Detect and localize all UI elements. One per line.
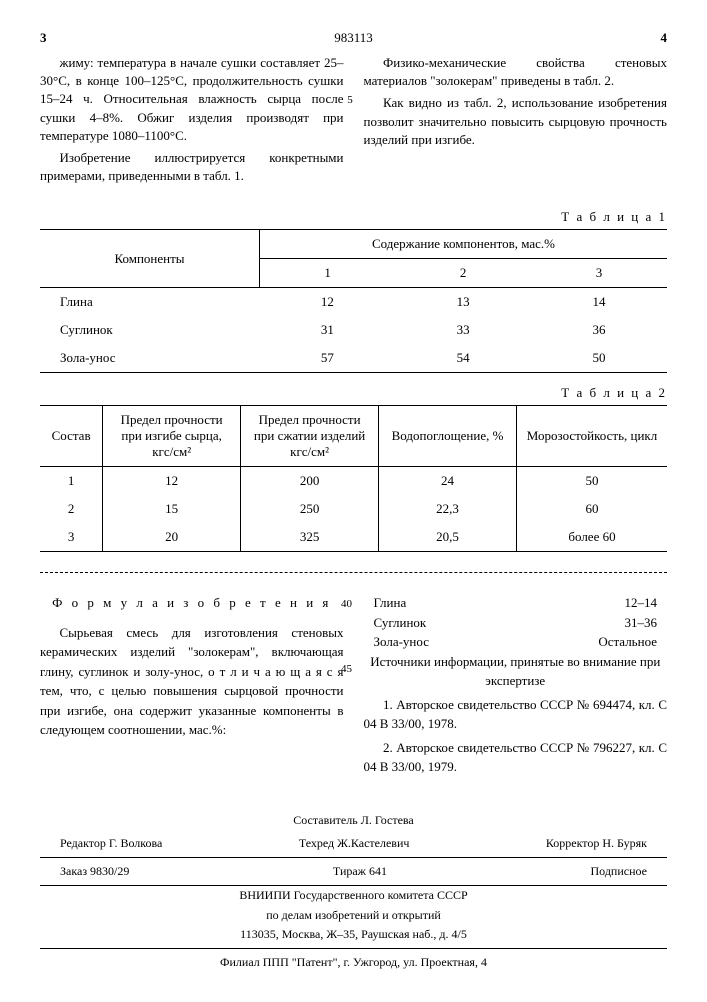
footer-editor: Редактор Г. Волкова bbox=[60, 834, 162, 853]
comp2-name: Зола-унос bbox=[374, 632, 429, 652]
t2-r0-2: 200 bbox=[241, 467, 379, 496]
header-row: 3 983113 4 bbox=[40, 30, 667, 46]
body-columns: жиму: температура в начале сушки составл… bbox=[40, 54, 667, 189]
comp0-val: 12–14 bbox=[625, 593, 658, 613]
document-number: 983113 bbox=[47, 30, 661, 46]
formula-left: Ф о р м у л а и з о б р е т е н и я Сырь… bbox=[40, 593, 344, 781]
sources-title: Источники информации, принятые во вниман… bbox=[364, 652, 668, 691]
formula-text: Сырьевая смесь для изготовления стеновых… bbox=[40, 623, 344, 740]
footer-block: Составитель Л. Гостева Редактор Г. Волко… bbox=[40, 811, 667, 972]
t2-h3: Водопоглощение, % bbox=[379, 406, 517, 467]
source2: 2. Авторское свидетельство СССР № 796227… bbox=[364, 738, 668, 777]
comp-row-2: Зола-унос Остальное bbox=[364, 632, 668, 652]
footer-corrector: Корректор Н. Буряк bbox=[546, 834, 647, 853]
t2-r1-2: 250 bbox=[241, 495, 379, 523]
comp0-name: Глина bbox=[374, 593, 407, 613]
t1-r0-name: Глина bbox=[40, 288, 259, 317]
t2-h0: Состав bbox=[40, 406, 103, 467]
comp1-val: 31–36 bbox=[625, 613, 658, 633]
t2-r2-4: более 60 bbox=[517, 523, 668, 552]
t2-r0-0: 1 bbox=[40, 467, 103, 496]
comp1-name: Суглинок bbox=[374, 613, 427, 633]
t1-r0-v0: 12 bbox=[259, 288, 395, 317]
footer-org1: ВНИИПИ Государственного комитета СССР bbox=[40, 886, 667, 905]
table-row: 2 15 250 22,3 60 bbox=[40, 495, 667, 523]
footer-org2: по делам изобретений и открытий bbox=[40, 906, 667, 925]
table1-head-components: Компоненты bbox=[40, 230, 259, 288]
formula-section: Ф о р м у л а и з о б р е т е н и я Сырь… bbox=[40, 593, 667, 781]
table-row: Зола-унос 57 54 50 bbox=[40, 344, 667, 373]
table1-col3: 3 bbox=[531, 259, 667, 288]
t2-r1-3: 22,3 bbox=[379, 495, 517, 523]
line-marker-5: 5 bbox=[347, 94, 353, 106]
footer-compiler: Составитель Л. Гостева bbox=[40, 811, 667, 830]
t2-r1-1: 15 bbox=[103, 495, 241, 523]
formula-title: Ф о р м у л а и з о б р е т е н и я bbox=[40, 593, 344, 613]
t2-h1: Предел прочности при изгибе сырца, кгс/с… bbox=[103, 406, 241, 467]
left-p2: Изобретение иллюстрируется конкретными п… bbox=[40, 149, 344, 185]
comp-row-0: Глина 12–14 bbox=[364, 593, 668, 613]
t1-r1-v0: 31 bbox=[259, 316, 395, 344]
footer-techred: Техред Ж.Кастелевич bbox=[299, 834, 410, 853]
t1-r0-v1: 13 bbox=[395, 288, 531, 317]
table1-col2: 2 bbox=[395, 259, 531, 288]
t1-r1-v1: 33 bbox=[395, 316, 531, 344]
table2: Состав Предел прочности при изгибе сырца… bbox=[40, 405, 667, 552]
t1-r2-v1: 54 bbox=[395, 344, 531, 373]
t1-r0-v2: 14 bbox=[531, 288, 667, 317]
t2-r0-4: 50 bbox=[517, 467, 668, 496]
table1-label: Т а б л и ц а 1 bbox=[40, 209, 667, 225]
right-column: Физико-механические свойства стеновых ма… bbox=[364, 54, 668, 189]
t2-r2-1: 20 bbox=[103, 523, 241, 552]
footer-tirazh: Тираж 641 bbox=[333, 862, 387, 881]
table-row: 1 12 200 24 50 bbox=[40, 467, 667, 496]
t1-r2-v2: 50 bbox=[531, 344, 667, 373]
page-number-right: 4 bbox=[661, 30, 668, 46]
left-p1: жиму: температура в начале сушки составл… bbox=[40, 54, 344, 145]
comp-row-1: Суглинок 31–36 bbox=[364, 613, 668, 633]
left-column: жиму: температура в начале сушки составл… bbox=[40, 54, 344, 189]
table-row: Суглинок 31 33 36 bbox=[40, 316, 667, 344]
t2-h2: Предел прочности при сжатии изделий кгс/… bbox=[241, 406, 379, 467]
footer-order-row: Заказ 9830/29 Тираж 641 Подписное bbox=[40, 858, 667, 886]
footer-addr2: Филиал ППП "Патент", г. Ужгород, ул. Про… bbox=[40, 949, 667, 972]
footer-addr1: 113035, Москва, Ж–35, Раушская наб., д. … bbox=[40, 925, 667, 949]
table-row: Глина 12 13 14 bbox=[40, 288, 667, 317]
table1-head-content: Содержание компонентов, мас.% bbox=[259, 230, 667, 259]
t1-r1-v2: 36 bbox=[531, 316, 667, 344]
t2-h4: Морозостойкость, цикл bbox=[517, 406, 668, 467]
table-row: 3 20 325 20,5 более 60 bbox=[40, 523, 667, 552]
t2-r1-4: 60 bbox=[517, 495, 668, 523]
t1-r2-v0: 57 bbox=[259, 344, 395, 373]
right-p1: Физико-механические свойства стеновых ма… bbox=[364, 54, 668, 90]
table1: Компоненты Содержание компонентов, мас.%… bbox=[40, 229, 667, 373]
source1: 1. Авторское свидетельство СССР № 694474… bbox=[364, 695, 668, 734]
footer-order: Заказ 9830/29 bbox=[60, 862, 129, 881]
line-marker-45: 45 bbox=[341, 663, 352, 675]
t2-r2-2: 325 bbox=[241, 523, 379, 552]
right-p2: Как видно из табл. 2, использование изоб… bbox=[364, 94, 668, 149]
t2-r0-1: 12 bbox=[103, 467, 241, 496]
table1-col1: 1 bbox=[259, 259, 395, 288]
table2-label: Т а б л и ц а 2 bbox=[40, 385, 667, 401]
t1-r1-name: Суглинок bbox=[40, 316, 259, 344]
t2-r0-3: 24 bbox=[379, 467, 517, 496]
footer-podpisnoe: Подписное bbox=[591, 862, 648, 881]
footer-credits: Редактор Г. Волкова Техред Ж.Кастелевич … bbox=[40, 830, 667, 858]
line-marker-40: 40 bbox=[341, 598, 352, 610]
t2-r2-3: 20,5 bbox=[379, 523, 517, 552]
comp2-val: Остальное bbox=[598, 632, 657, 652]
separator-line bbox=[40, 572, 667, 573]
t1-r2-name: Зола-унос bbox=[40, 344, 259, 373]
t2-r2-0: 3 bbox=[40, 523, 103, 552]
formula-right: Глина 12–14 Суглинок 31–36 Зола-унос Ост… bbox=[364, 593, 668, 781]
t2-r1-0: 2 bbox=[40, 495, 103, 523]
